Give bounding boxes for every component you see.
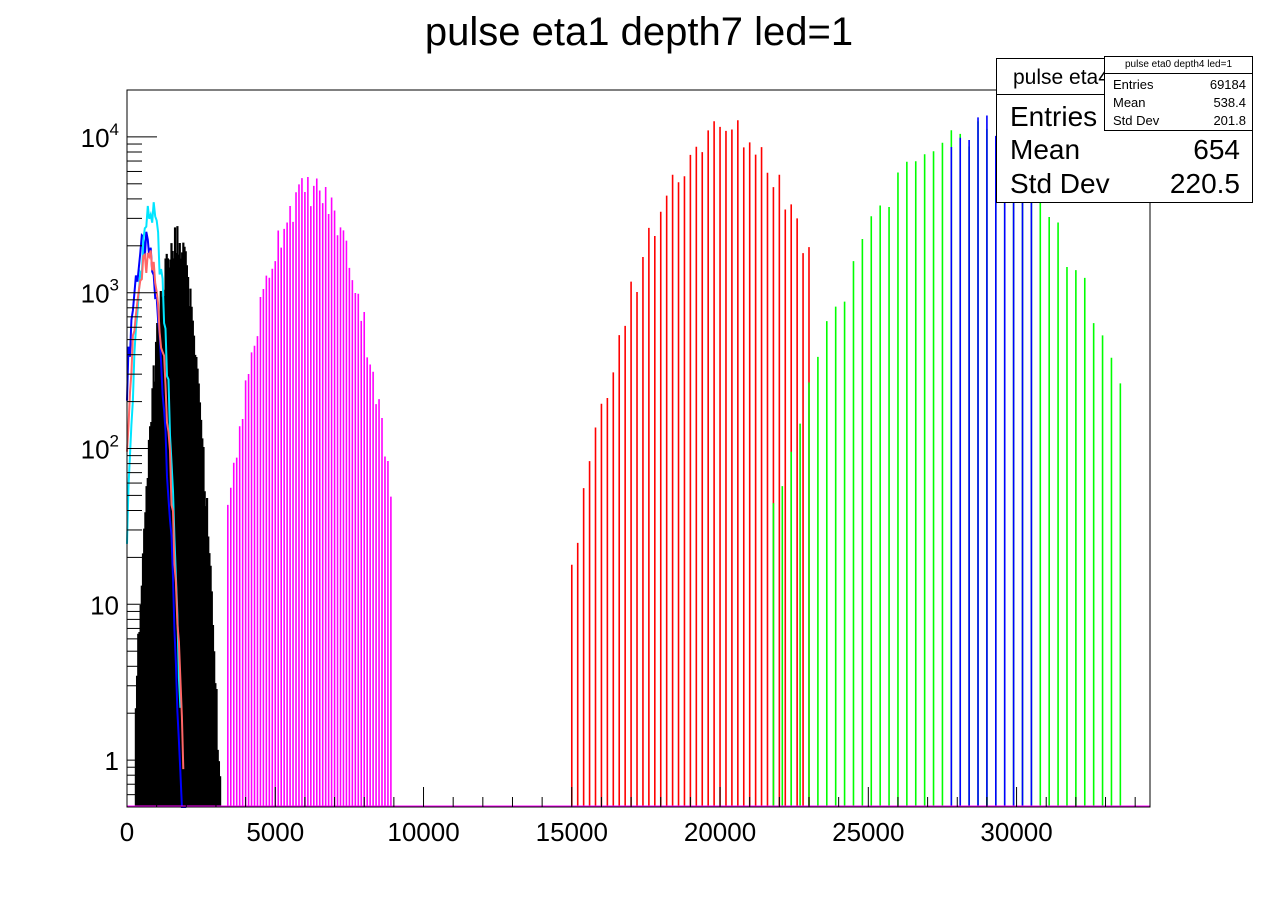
- x-tick-label: 5000: [246, 817, 304, 847]
- histogram-series-5: [570, 120, 810, 807]
- histogram-curve-2: [126, 250, 185, 770]
- histogram-series-7: [950, 115, 1033, 807]
- stats-small-row-entries: Entries 69184: [1113, 76, 1246, 94]
- histogram-bars: [134, 115, 1122, 807]
- stats-small-row-stddev: Std Dev 201.8: [1113, 112, 1246, 130]
- histogram-series-6: [772, 121, 1122, 807]
- stats-row-mean: Mean 654: [1010, 132, 1240, 168]
- stats-box-small: pulse eta0 depth4 led=1 Entries 69184 Me…: [1104, 56, 1253, 131]
- stats-small-row-mean: Mean 538.4: [1113, 94, 1246, 112]
- stats-box-small-title: pulse eta0 depth4 led=1: [1105, 57, 1252, 74]
- stats-entries-label: Entries: [1010, 101, 1098, 132]
- y-tick-label: 102: [81, 432, 119, 465]
- histogram-series-4: [227, 176, 392, 807]
- stats-small-entries-value: 69184: [1209, 77, 1246, 92]
- stats-row-entries: Entries: [1010, 99, 1240, 135]
- histogram-curves: [126, 202, 1150, 808]
- y-tick-label: 104: [81, 120, 119, 153]
- stats-small-mean-label: Mean: [1113, 95, 1146, 110]
- x-tick-label: 10000: [387, 817, 459, 847]
- x-tick-label: 20000: [684, 817, 756, 847]
- y-tick-label: 1: [105, 746, 119, 776]
- x-tick-label: 15000: [536, 817, 608, 847]
- y-tick-label: 10: [90, 590, 119, 620]
- stats-mean-label: Mean: [1010, 134, 1081, 165]
- stats-small-stddev-label: Std Dev: [1113, 113, 1160, 128]
- stats-stddev-value: 220.5: [1169, 168, 1240, 199]
- x-tick-label: 30000: [980, 817, 1052, 847]
- stats-small-entries-label: Entries: [1113, 77, 1154, 92]
- chart-title: pulse eta1 depth7 led=1: [424, 10, 854, 54]
- x-tick-label: 0: [120, 817, 134, 847]
- stats-mean-value: 654: [1193, 134, 1240, 165]
- stats-small-stddev-value: 201.8: [1213, 113, 1246, 128]
- stats-small-mean-value: 538.4: [1213, 95, 1246, 110]
- x-tick-label: 25000: [832, 817, 904, 847]
- histogram-series-3: [134, 226, 222, 807]
- stats-stddev-label: Std Dev: [1010, 168, 1110, 199]
- axes: 0 5000 10000 15000 20000 25000 30000 1 10 102 103 1…: [81, 89, 1136, 847]
- y-tick-label: 103: [81, 276, 119, 309]
- stats-row-stddev: Std Dev 220.5: [1010, 166, 1240, 202]
- histogram-curve-1: [126, 202, 182, 708]
